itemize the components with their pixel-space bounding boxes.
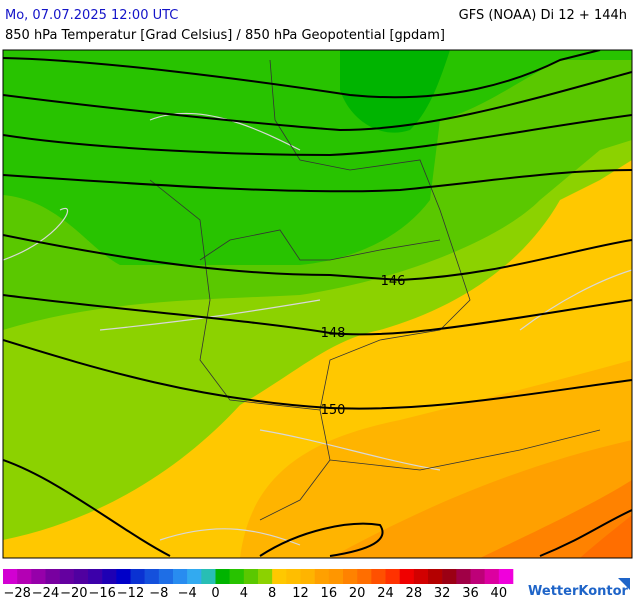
contour-label: 146	[381, 274, 406, 289]
legend-swatch	[428, 569, 443, 584]
legend-swatch	[328, 569, 344, 584]
brand: WetterKontor	[528, 584, 629, 599]
legend-swatch	[442, 569, 457, 584]
legend-swatch	[399, 569, 415, 584]
legend-swatch	[484, 569, 500, 584]
legend-tick-label: −4	[178, 586, 197, 600]
subtitle: 850 hPa Temperatur [Grad Celsius] / 850 …	[5, 28, 445, 43]
legend-swatch	[59, 569, 75, 584]
legend-tick-label: 24	[377, 586, 394, 600]
legend-tick-label: 0	[211, 586, 219, 600]
legend-swatch	[144, 569, 160, 584]
legend-tick-label: 4	[240, 586, 248, 600]
legend-tick-label: 32	[434, 586, 451, 600]
legend-swatch	[173, 569, 188, 584]
legend-swatch	[3, 569, 18, 584]
datetime: Mo, 07.07.2025 12:00 UTC	[5, 8, 178, 23]
model-run: GFS (NOAA) Di 12 + 144h	[459, 8, 627, 23]
contour-label: 148	[321, 326, 346, 341]
legend-tick-label: −28	[3, 586, 30, 600]
legend-tick-label: 20	[349, 586, 366, 600]
legend-swatch	[498, 569, 514, 584]
legend-swatch	[102, 569, 117, 584]
legend-swatch	[385, 569, 400, 584]
legend-swatch	[258, 569, 273, 584]
legend-swatch	[215, 569, 230, 584]
legend-swatch	[31, 569, 46, 584]
legend-tick-label: −8	[149, 586, 168, 600]
legend-tick-label: 8	[268, 586, 276, 600]
legend-swatch	[45, 569, 60, 584]
legend-tick-label: −12	[117, 586, 144, 600]
contour-label: 150	[321, 403, 346, 418]
legend-tick-label: −24	[32, 586, 59, 600]
legend-swatch	[357, 569, 372, 584]
legend-swatch	[286, 569, 301, 584]
legend-swatch	[73, 569, 89, 584]
legend-tick-label: 12	[292, 586, 309, 600]
legend-swatch	[456, 569, 471, 584]
legend-swatch	[371, 569, 386, 584]
legend-swatch	[314, 569, 330, 584]
map: 146 148 150	[3, 50, 632, 558]
legend-tick-label: 28	[406, 586, 423, 600]
legend-swatch	[470, 569, 485, 584]
legend-swatch	[158, 569, 174, 584]
legend-swatch	[243, 569, 259, 584]
legend-tick-label: 16	[321, 586, 338, 600]
legend-swatch	[343, 569, 358, 584]
legend-swatch	[130, 569, 145, 584]
legend-swatch	[272, 569, 287, 584]
map-frame	[2, 49, 633, 559]
legend-tick-label: 40	[491, 586, 508, 600]
legend-tick-label: 36	[462, 586, 479, 600]
legend-swatch	[201, 569, 216, 584]
legend-swatch	[116, 569, 131, 584]
legend-swatch	[229, 569, 245, 584]
legend-swatch	[413, 569, 429, 584]
brand-logo: WetterKontor	[528, 578, 630, 599]
legend-swatch	[187, 569, 202, 584]
legend-swatch	[300, 569, 315, 584]
legend-swatch	[88, 569, 103, 584]
legend-tick-label: −16	[88, 586, 115, 600]
legend-tick-label: −20	[60, 586, 87, 600]
legend-swatch	[17, 569, 32, 584]
